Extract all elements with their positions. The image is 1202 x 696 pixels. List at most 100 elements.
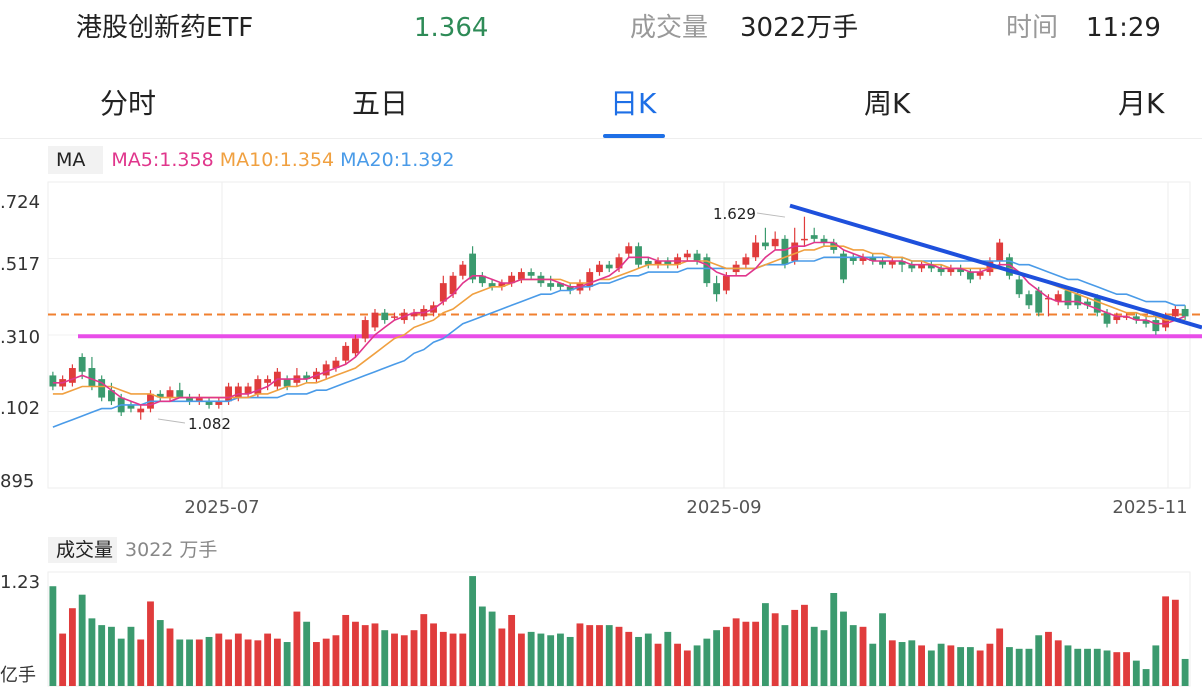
candle-body xyxy=(927,264,935,269)
volume-bar xyxy=(283,642,291,686)
ma20-line xyxy=(52,256,1186,428)
volume-indicator-selector[interactable]: 成交量 xyxy=(48,537,118,563)
period-tabs: 分时 五日 日K 周K 月K xyxy=(0,72,1202,139)
candle-body xyxy=(1142,320,1150,324)
volume-bar xyxy=(781,625,789,686)
volume-legend: 成交量 3022 万手 xyxy=(48,537,217,563)
volume-bar xyxy=(761,603,769,686)
volume-bar xyxy=(625,631,633,686)
candle-body xyxy=(1025,294,1033,306)
candle-body xyxy=(449,275,457,295)
candle-body xyxy=(859,257,867,261)
volume-bar xyxy=(1113,652,1121,686)
tab-weekly-k[interactable]: 周K xyxy=(864,87,911,120)
candle-body xyxy=(156,393,164,398)
ma-selector[interactable]: MA xyxy=(48,146,104,174)
candle-body xyxy=(879,260,886,265)
ma-legend: MA MA5:1.358 MA10:1.354 MA20:1.392 xyxy=(48,146,455,174)
candle-body xyxy=(771,238,779,247)
volume-bar xyxy=(225,639,232,686)
candle-body xyxy=(469,253,477,280)
volume-bar xyxy=(947,645,955,686)
candle-body xyxy=(1054,294,1062,302)
tab-monthly-k[interactable]: 月K xyxy=(1118,87,1165,120)
volume-bar xyxy=(508,614,516,686)
candle-body xyxy=(108,390,115,402)
volume-bar xyxy=(449,633,457,686)
candle-body xyxy=(1181,308,1189,317)
candle-body xyxy=(713,283,721,295)
candle-body xyxy=(654,260,662,265)
volume-bar xyxy=(849,625,857,686)
volume-bar xyxy=(517,633,525,686)
candle-body xyxy=(566,286,574,291)
candle-body xyxy=(186,397,193,402)
volume-bar xyxy=(117,638,125,686)
volume-bar xyxy=(478,606,486,686)
candle-body xyxy=(459,264,467,276)
volume-bar xyxy=(1015,648,1023,686)
volume-bar xyxy=(996,628,1004,686)
volume-bar xyxy=(1064,645,1072,686)
tab-intraday[interactable]: 分时 xyxy=(100,87,157,120)
candle-body xyxy=(68,368,76,383)
volume-bar xyxy=(391,633,398,686)
volume-bar xyxy=(400,635,408,686)
y-tick-label-4: 895 xyxy=(0,471,34,492)
quote-header: 港股创新药ETF 1.364 成交量 3022万手 时间 11:29 xyxy=(0,0,1202,60)
candle-body xyxy=(1152,320,1160,332)
volume-bar xyxy=(537,633,545,686)
active-tab-indicator xyxy=(603,134,665,138)
volume-bar xyxy=(713,630,721,686)
candle-body xyxy=(586,272,594,287)
candle-body xyxy=(557,283,564,287)
volume-bar xyxy=(439,631,447,686)
candle-body xyxy=(361,320,369,339)
volume-bar xyxy=(976,650,984,686)
volume-bar xyxy=(322,638,330,686)
volume-bar xyxy=(1084,648,1091,686)
candle-body xyxy=(234,386,242,398)
candle-body xyxy=(49,375,57,387)
candle-body xyxy=(127,404,135,409)
candle-body xyxy=(664,260,672,265)
low-annotation-leader xyxy=(157,418,186,424)
candle-body xyxy=(966,272,974,280)
volume-bar xyxy=(1025,648,1033,686)
volume-bar xyxy=(722,626,730,686)
tab-five-day[interactable]: 五日 xyxy=(352,87,409,120)
x-tick-label-2: 2025-11 xyxy=(1112,497,1187,518)
volume-bar xyxy=(615,626,623,686)
volume-bar xyxy=(664,631,672,686)
trend-line xyxy=(789,203,1202,330)
high-annotation-leader xyxy=(756,212,786,218)
candle-body xyxy=(644,260,652,265)
candle-body xyxy=(918,264,925,269)
volume-bar xyxy=(898,642,906,686)
candle-body xyxy=(322,364,330,376)
candle-body xyxy=(215,401,223,405)
volume-bar xyxy=(869,643,877,686)
volume-bar xyxy=(605,625,613,686)
volume-bar xyxy=(742,621,750,686)
candle-body xyxy=(303,375,311,380)
candle-body xyxy=(244,386,252,394)
candle-body xyxy=(225,386,232,402)
candle-body xyxy=(517,272,525,280)
candle-body xyxy=(869,257,877,261)
tab-daily-k[interactable]: 日K xyxy=(610,87,657,120)
volume-bar xyxy=(147,601,154,686)
candle-body xyxy=(742,257,750,265)
volume-bar xyxy=(49,586,57,686)
volume-bar xyxy=(566,636,574,686)
y-tick-label-3: .102 xyxy=(0,398,40,419)
volume-bar xyxy=(381,630,389,686)
volume-bar xyxy=(927,650,935,686)
y-tick-label-2: .310 xyxy=(0,327,40,348)
volume-bar xyxy=(986,643,994,686)
candle-body xyxy=(1006,257,1013,276)
candle-body xyxy=(605,264,613,269)
volume-bar xyxy=(498,628,506,686)
candle-body xyxy=(752,242,760,258)
